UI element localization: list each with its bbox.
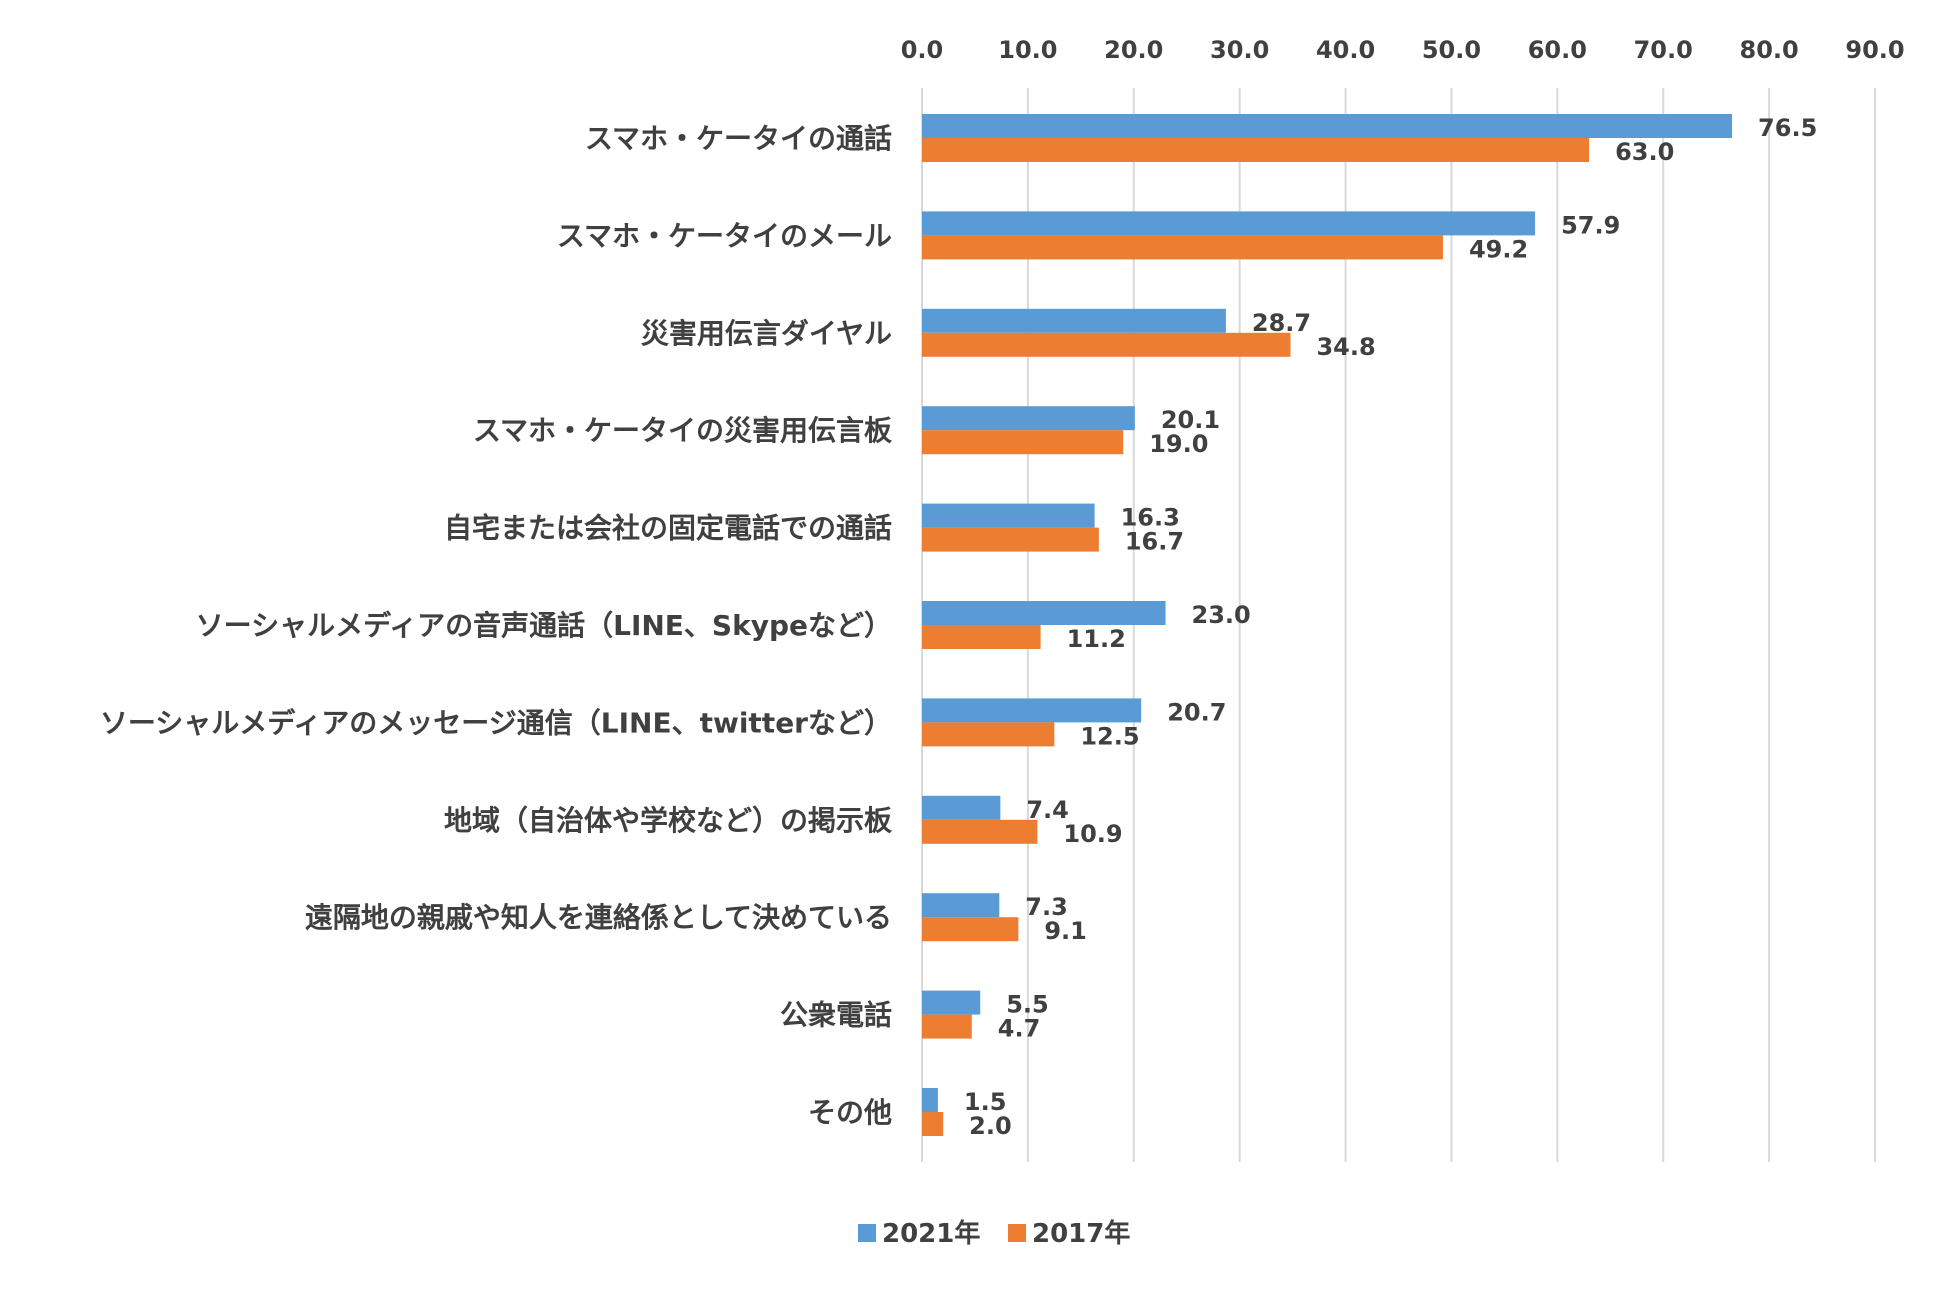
data-label-2021: 28.7 [1252, 309, 1311, 337]
data-label-2021: 1.5 [964, 1088, 1007, 1116]
x-axis-ticks: 0.0 10.0 20.0 30.0 40.0 50.0 60.0 70.0 80.0 90.0 [901, 36, 1905, 64]
bar-2017 [922, 138, 1590, 162]
data-label-2021: 5.5 [1006, 991, 1049, 1019]
data-label-2021: 20.1 [1161, 406, 1220, 434]
bar-2021 [922, 893, 1000, 918]
bar-2017 [922, 235, 1443, 260]
data-label-2017: 34.8 [1316, 333, 1375, 361]
bar-2017 [922, 527, 1099, 552]
legend: 2021年 2017年 [858, 1218, 1130, 1249]
category-label: 地域（自治体や学校など）の掲示板 [444, 804, 892, 837]
legend-label-2017: 2017年 [1032, 1218, 1130, 1249]
data-label-2017: 63.0 [1615, 138, 1674, 166]
category-label: 災害用伝言ダイヤル [641, 317, 892, 350]
x-tick-label: 70.0 [1634, 36, 1693, 64]
bar-2021 [922, 1088, 938, 1112]
data-label-2021: 7.4 [1026, 796, 1069, 824]
bar-2021 [922, 601, 1166, 625]
x-tick-label: 90.0 [1845, 36, 1904, 64]
data-label-2021: 23.0 [1192, 601, 1251, 629]
bar-2021 [922, 795, 1001, 820]
bar-2021 [922, 114, 1733, 138]
category-label: スマホ・ケータイの通話 [585, 122, 892, 155]
bar-2017 [922, 332, 1291, 357]
data-label-2017: 12.5 [1080, 722, 1139, 750]
gridlines [921, 88, 1876, 1162]
bar-2017 [922, 917, 1019, 942]
data-label-2021: 16.3 [1121, 504, 1180, 532]
bar-2017 [922, 1112, 944, 1136]
bar-2017 [922, 430, 1124, 455]
x-tick-label: 30.0 [1210, 36, 1269, 64]
bar-2021 [922, 698, 1142, 723]
legend-swatch-2021 [858, 1224, 876, 1242]
data-label-2021: 57.9 [1561, 211, 1620, 239]
x-tick-label: 60.0 [1528, 36, 1587, 64]
bar-2021 [922, 308, 1226, 333]
bar-2017 [922, 819, 1038, 844]
category-label: ソーシャルメディアのメッセージ通信（LINE、twitterなど） [100, 706, 892, 739]
category-label: その他 [808, 1096, 892, 1129]
data-labels: 76.5 63.0 57.9 49.2 28.734.8 20.119.0 16.316.7… [964, 114, 1817, 1140]
bar-2021 [922, 406, 1135, 431]
bars [922, 114, 1733, 1136]
category-label: 公衆電話 [780, 999, 892, 1032]
data-label-2017: 16.7 [1125, 528, 1184, 556]
bar-2017 [922, 625, 1041, 649]
data-label-2017: 2.0 [969, 1112, 1012, 1140]
data-label-2017: 4.7 [998, 1015, 1041, 1043]
x-tick-label: 20.0 [1104, 36, 1163, 64]
category-labels: スマホ・ケータイの通話スマホ・ケータイのメール災害用伝言ダイヤルスマホ・ケータイ… [100, 122, 892, 1129]
bar-2021 [922, 211, 1536, 236]
data-label-2021: 20.7 [1167, 698, 1226, 726]
bar-2021 [922, 503, 1095, 528]
data-label-2017: 10.9 [1063, 820, 1122, 848]
bar-2021 [922, 990, 981, 1015]
category-label: ソーシャルメディアの音声通話（LINE、Skypeなど） [196, 609, 892, 642]
category-label: スマホ・ケータイのメール [557, 219, 892, 252]
data-label-2017: 49.2 [1469, 235, 1528, 263]
x-tick-label: 50.0 [1422, 36, 1481, 64]
category-label: 自宅または会社の固定電話での通話 [444, 512, 892, 545]
data-label-2017: 11.2 [1067, 625, 1126, 653]
bar-2017 [922, 1014, 972, 1039]
data-label-2021: 7.3 [1025, 893, 1068, 921]
x-tick-label: 10.0 [998, 36, 1057, 64]
legend-swatch-2017 [1008, 1224, 1026, 1242]
data-label-2017: 19.0 [1149, 430, 1208, 458]
category-label: 遠隔地の親戚や知人を連絡係として決めている [305, 901, 892, 934]
legend-label-2021: 2021年 [882, 1218, 980, 1249]
x-tick-label: 40.0 [1316, 36, 1375, 64]
x-tick-label: 80.0 [1740, 36, 1799, 64]
x-tick-label: 0.0 [901, 36, 944, 64]
data-label-2017: 9.1 [1044, 917, 1087, 945]
bar-2017 [922, 722, 1055, 747]
category-label: スマホ・ケータイの災害用伝言板 [473, 414, 892, 447]
data-label-2021: 76.5 [1758, 114, 1817, 142]
